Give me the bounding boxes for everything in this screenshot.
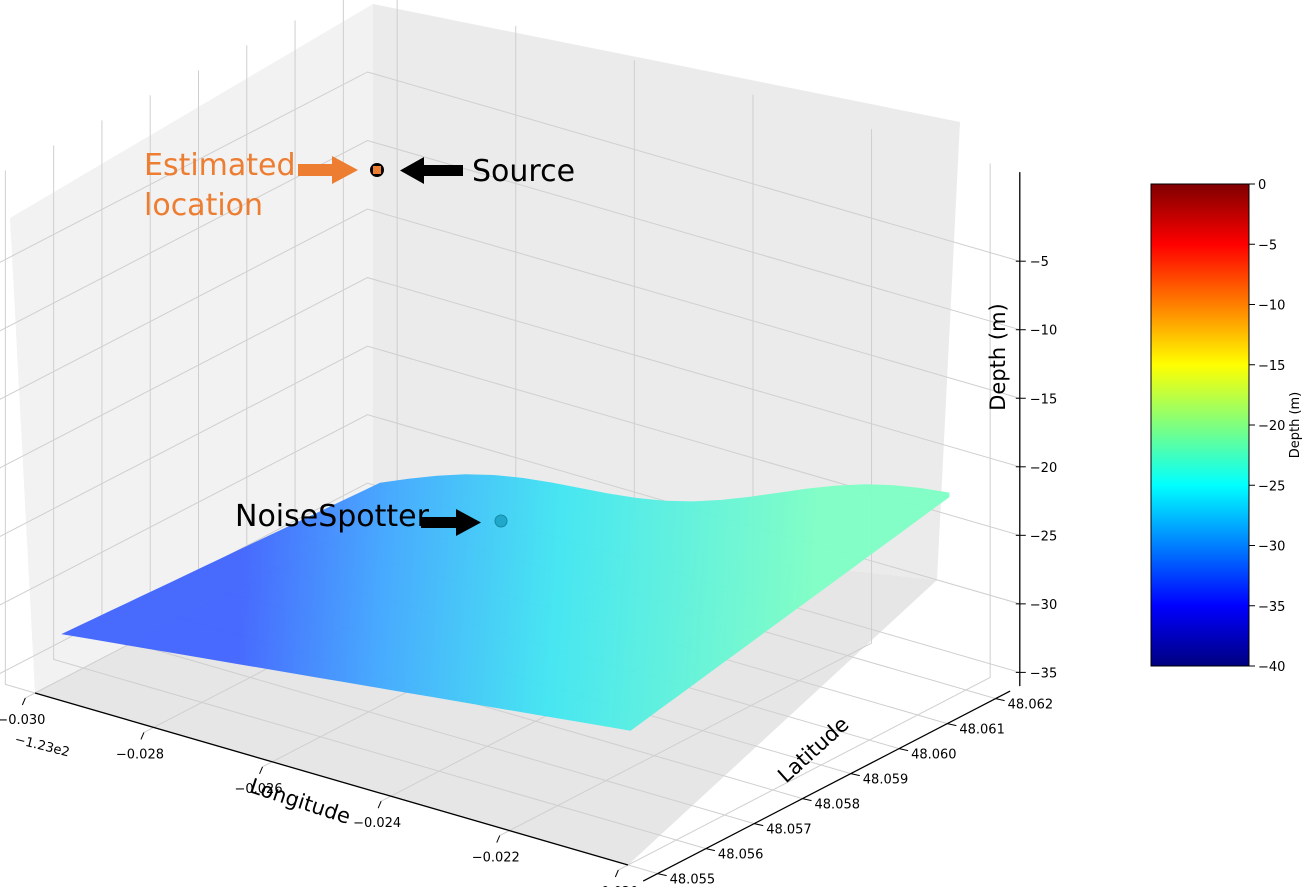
grid-line-x	[499, 129, 873, 837]
x-tick-label: −0.020	[590, 885, 638, 887]
grid-line-z	[0, 277, 1020, 469]
grid-line-x	[618, 163, 991, 871]
back-right-pane	[373, 4, 960, 580]
grid-line-y	[53, 145, 707, 850]
estimated-location-label-line2: location	[144, 188, 263, 223]
y-tick	[898, 748, 909, 752]
source-label: Source	[472, 154, 575, 189]
back-left-pane	[10, 4, 373, 693]
y-tick-label: 48.055	[670, 873, 716, 887]
colorbar-gradient	[1150, 183, 1250, 667]
y-tick	[947, 723, 957, 727]
x-tick	[259, 766, 264, 774]
colorbar: 0 −5 −10 −15 −20 −25 −30 −35 −40 Depth (m)	[1150, 178, 1303, 675]
y-tick	[850, 773, 860, 777]
z-tick-label: −5	[1030, 255, 1049, 270]
colorbar-ticks: 0 −5 −10 −15 −20 −25 −30 −35 −40	[1249, 178, 1285, 675]
x-tick	[496, 835, 501, 843]
x-tick	[21, 697, 26, 706]
y-tick	[705, 848, 716, 852]
colorbar-tick-label: −15	[1258, 359, 1285, 374]
x-axis-line	[34, 692, 629, 866]
z-tick-label: −35	[1030, 666, 1057, 681]
colorbar-label: Depth (m)	[1288, 392, 1303, 459]
x-tick-label: −0.026	[234, 782, 282, 797]
data-points	[370, 163, 508, 528]
estimated-location-point	[373, 166, 381, 174]
x-tick	[377, 801, 382, 809]
colorbar-tick-label: −40	[1258, 660, 1285, 675]
grid-line-z	[0, 345, 1020, 537]
x-tick	[614, 869, 619, 878]
black-arrow-left-icon	[400, 157, 463, 184]
x-axis-label: Longitude	[247, 774, 354, 829]
colorbar-tick-label: 0	[1258, 178, 1266, 193]
estimated-location-label-line1: Estimated	[144, 148, 296, 183]
orange-arrow-icon	[298, 156, 358, 184]
black-arrow-right-icon	[421, 509, 481, 536]
x-tick-label: −0.028	[116, 747, 164, 762]
z-tick-label: −10	[1030, 324, 1057, 339]
noisespotter-label: NoiseSpotter	[235, 499, 430, 534]
y-tick-label: 48.060	[911, 748, 957, 763]
y-tick-label: 48.062	[1008, 698, 1054, 713]
y-tick-label: 48.057	[766, 823, 812, 838]
x-tick	[140, 732, 145, 740]
surface-patch	[61, 474, 950, 731]
y-tick	[802, 798, 812, 802]
z-tick-label: −20	[1030, 461, 1057, 476]
z-tick-label: −30	[1030, 598, 1057, 613]
y-axis-line	[642, 690, 1011, 882]
x-offset-label: −1.23e2	[13, 732, 71, 760]
x-tick-label: −0.024	[353, 816, 401, 831]
y-tick	[657, 873, 667, 877]
colorbar-tick-label: −25	[1258, 479, 1285, 494]
grid-line-z	[0, 71, 1020, 263]
x-tick-label: −0.030	[0, 713, 45, 728]
y-tick-label: 48.056	[718, 848, 764, 863]
bathymetry-surface	[61, 474, 950, 731]
annotations: Estimated location Source NoiseSpotter	[144, 148, 575, 536]
z-tick-label: −25	[1030, 529, 1057, 544]
y-tick-label: 48.058	[815, 798, 861, 813]
colorbar-tick-label: −20	[1258, 419, 1285, 434]
z-tick-label: −15	[1030, 392, 1057, 407]
grid-line-z	[0, 208, 1020, 400]
y-tick-label: 48.061	[959, 723, 1005, 738]
y-tick	[754, 823, 764, 827]
tick-labels: −0.030 −0.028 −0.026 −0.024 −0.022 −0.020 48.0…	[0, 255, 1057, 887]
y-tick	[995, 698, 1005, 702]
colorbar-tick-label: −5	[1258, 238, 1277, 253]
x-tick-label: −0.022	[472, 851, 520, 866]
colorbar-tick-label: −30	[1258, 540, 1285, 555]
grid-line-z	[0, 139, 1020, 332]
axes	[21, 172, 1026, 882]
noisespotter-point	[494, 514, 508, 528]
z-axis-label: Depth (m)	[986, 303, 1010, 410]
y-tick-label: 48.059	[863, 773, 909, 788]
colorbar-tick-label: −35	[1258, 600, 1285, 615]
colorbar-tick-label: −10	[1258, 299, 1285, 314]
